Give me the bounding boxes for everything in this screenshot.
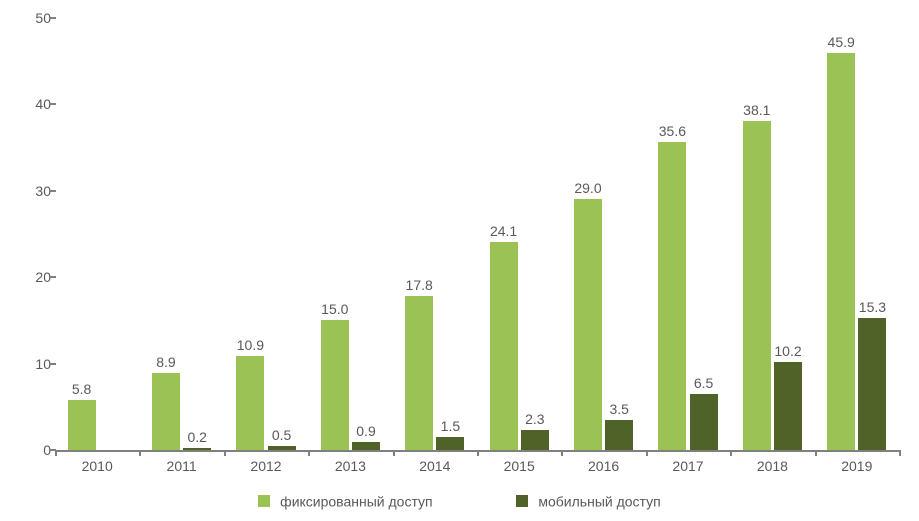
bar-mobile — [268, 446, 296, 450]
bar-value-label: 0.2 — [187, 429, 206, 445]
x-tick-label: 2014 — [419, 458, 450, 474]
bar-fixed — [405, 296, 433, 450]
legend-item-fixed: фиксированный доступ — [258, 492, 432, 509]
x-tick-mark — [393, 450, 395, 456]
legend-label-fixed: фиксированный доступ — [280, 493, 432, 509]
y-tick-label: 30 — [6, 183, 51, 199]
bar-value-label: 35.6 — [659, 123, 686, 139]
x-tick-label: 2011 — [167, 458, 197, 474]
bar-value-label: 1.5 — [441, 418, 460, 434]
legend: фиксированный доступ мобильный доступ — [0, 492, 919, 509]
x-tick-label: 2010 — [82, 458, 113, 474]
bar-fixed — [658, 142, 686, 450]
bar-mobile — [183, 448, 211, 450]
x-tick-label: 2015 — [504, 458, 535, 474]
bar-value-label: 2.3 — [525, 411, 544, 427]
plot-area: 5.8 8.9 0.2 10.9 0.5 15.0 0.9 17.8 1.5 24.1 2.3 29.… — [55, 18, 899, 452]
bar-mobile — [774, 362, 802, 450]
legend-label-mobile: мобильный доступ — [538, 493, 660, 509]
bar-value-label: 8.9 — [156, 354, 175, 370]
x-tick-label: 2018 — [757, 458, 788, 474]
x-tick-mark — [477, 450, 479, 456]
bar-value-label: 29.0 — [574, 180, 601, 196]
x-tick-mark — [139, 450, 141, 456]
y-tick-label: 50 — [6, 10, 51, 26]
x-tick-label: 2013 — [335, 458, 366, 474]
bar-value-label: 6.5 — [694, 375, 713, 391]
x-tick-mark — [224, 450, 226, 456]
bar-fixed — [574, 199, 602, 450]
legend-item-mobile: мобильный доступ — [516, 492, 660, 509]
bar-mobile — [690, 394, 718, 450]
bar-mobile — [521, 430, 549, 450]
bar-value-label: 5.8 — [72, 381, 91, 397]
bar-value-label: 15.0 — [321, 301, 348, 317]
bar-value-label: 3.5 — [609, 401, 628, 417]
bar-fixed — [68, 400, 96, 450]
bar-value-label: 15.3 — [859, 299, 886, 315]
bar-value-label: 0.5 — [272, 427, 291, 443]
y-tick-label: 0 — [6, 442, 51, 458]
bar-value-label: 24.1 — [490, 223, 517, 239]
bar-value-label: 38.1 — [743, 102, 770, 118]
bar-fixed — [827, 53, 855, 450]
x-tick-label: 2012 — [250, 458, 281, 474]
bar-fixed — [321, 320, 349, 450]
legend-swatch-mobile — [516, 495, 528, 507]
x-tick-mark — [815, 450, 817, 456]
bar-value-label: 45.9 — [828, 34, 855, 50]
x-tick-mark — [55, 450, 57, 456]
x-tick-label: 2017 — [672, 458, 703, 474]
x-tick-mark — [730, 450, 732, 456]
x-tick-mark — [561, 450, 563, 456]
bar-mobile — [605, 420, 633, 450]
bar-fixed — [490, 242, 518, 450]
x-tick-label: 2016 — [588, 458, 619, 474]
bar-value-label: 17.8 — [406, 277, 433, 293]
bar-fixed — [236, 356, 264, 450]
x-tick-mark — [646, 450, 648, 456]
x-tick-label: 2019 — [841, 458, 872, 474]
bar-fixed — [152, 373, 180, 450]
bar-value-label: 10.9 — [237, 337, 264, 353]
y-tick-label: 20 — [6, 269, 51, 285]
bar-mobile — [858, 318, 886, 450]
chart-container: 0 10 20 30 40 50 5.8 8.9 0.2 10.9 0.5 15.0 0.9… — [0, 0, 919, 521]
y-tick-label: 40 — [6, 96, 51, 112]
x-tick-mark — [308, 450, 310, 456]
bar-value-label: 10.2 — [774, 343, 801, 359]
x-tick-mark — [899, 450, 901, 456]
bar-value-label: 0.9 — [356, 423, 375, 439]
legend-swatch-fixed — [258, 495, 270, 507]
bar-fixed — [743, 121, 771, 450]
bar-mobile — [436, 437, 464, 450]
bar-mobile — [352, 442, 380, 450]
y-tick-label: 10 — [6, 356, 51, 372]
